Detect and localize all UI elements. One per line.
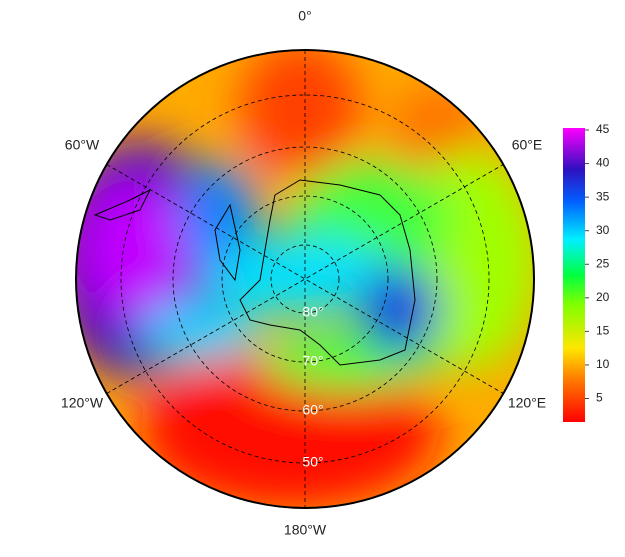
map-border	[75, 49, 535, 509]
colorbar-ticks: 5 10 15 20 25 30 35 40 45	[585, 122, 610, 405]
field	[76, 50, 534, 508]
latitude-label: 60°	[302, 402, 323, 418]
longitude-labels: 0° 60°E 120°E 180°W 120°W 60°W	[61, 8, 546, 538]
longitude-label: 0°	[298, 8, 311, 24]
latitude-label: 50°	[302, 454, 323, 470]
colorbar-tick-label: 30	[596, 223, 610, 237]
longitude-label: 120°W	[61, 395, 104, 411]
colorbar-tick-label: 20	[596, 290, 610, 304]
longitude-label: 120°E	[508, 395, 546, 411]
longitude-label: 60°E	[512, 137, 543, 153]
longitude-label: 60°W	[65, 137, 100, 153]
latitude-label: 80°	[302, 304, 323, 320]
colorbar-tick-label: 25	[596, 256, 610, 270]
colorbar-tick-label: 5	[596, 391, 603, 405]
latitude-labels: 80° 70° 60° 50°	[302, 304, 323, 470]
colorbar	[563, 128, 585, 422]
colorbar-tick-label: 15	[596, 324, 610, 338]
colorbar-tick-label: 10	[596, 357, 610, 371]
longitude-label: 180°W	[284, 522, 327, 538]
colorbar-tick-label: 40	[596, 156, 610, 170]
colorbar-tick-label: 35	[596, 189, 610, 203]
latitude-label: 70°	[302, 353, 323, 369]
colorbar-tick-label: 45	[596, 122, 610, 136]
